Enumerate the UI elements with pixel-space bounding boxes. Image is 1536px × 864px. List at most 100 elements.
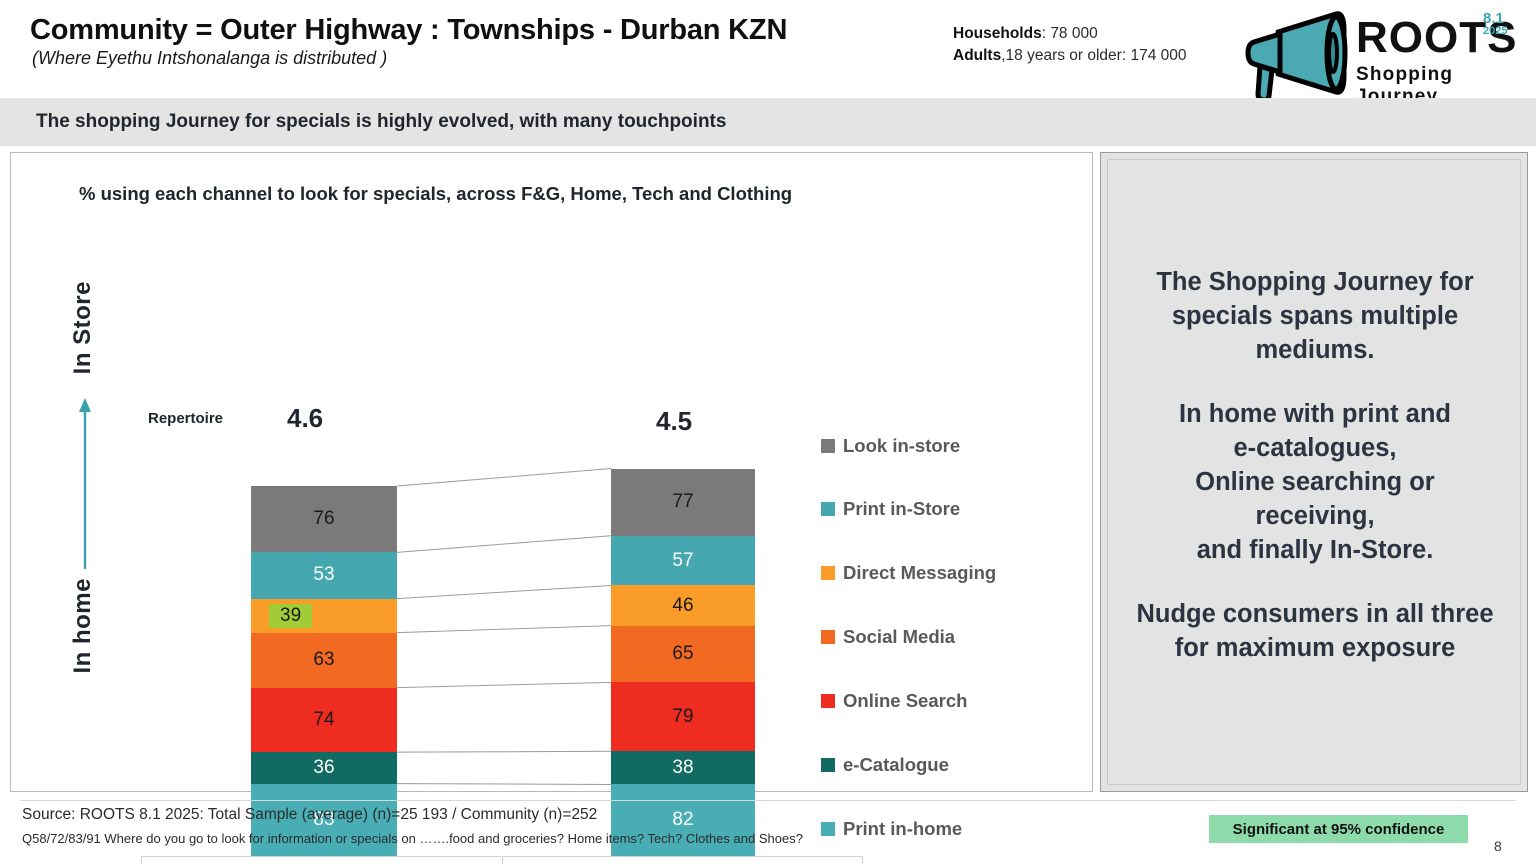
insight-panel-border: [1107, 159, 1521, 785]
stacked-bar-community[interactable]: 76 53 39 63 74 36 83: [251, 486, 397, 856]
legend-label: Online Search: [843, 690, 968, 711]
page-title: Community = Outer Highway : Townships - …: [30, 14, 788, 46]
households-value: : 78 000: [1041, 25, 1098, 42]
roots-logo: ROOTS 8.1 2025 Shopping Journey: [1238, 4, 1518, 107]
headline-band: [0, 98, 1536, 146]
bar-segment-value: 65: [672, 642, 694, 664]
axis-baseline-right: [503, 856, 863, 857]
connector-lines: [396, 468, 612, 785]
insight-para-3-line-1: Nudge consumers in all three: [1136, 600, 1494, 628]
logo-version-number: 8.1: [1483, 10, 1504, 27]
bar-segment[interactable]: 65: [611, 625, 755, 683]
footer-question: Q58/72/83/91 Where do you go to look for…: [22, 831, 803, 846]
households-stat: Households: 78 000: [953, 23, 1186, 45]
axis-baseline-left: [141, 856, 501, 857]
bar-segment-value: 53: [313, 564, 335, 586]
bar-segment[interactable]: 83: [251, 783, 397, 856]
legend-label: Look in-store: [843, 435, 961, 456]
insight-panel: The Shopping Journey for specials spans …: [1100, 152, 1528, 792]
bar-segment-value: 36: [313, 756, 335, 778]
chart-panel: % using each channel to look for special…: [10, 152, 1094, 864]
legend-swatch-icon: [821, 566, 835, 580]
footer-divider: [20, 800, 1516, 801]
legend-item[interactable]: Online Search: [821, 690, 967, 712]
page-number: 8: [1494, 838, 1502, 854]
bar-segment[interactable]: 79: [611, 682, 755, 752]
headline-text: The shopping Journey for specials is hig…: [36, 111, 727, 132]
legend-swatch-icon: [821, 822, 835, 836]
bar-segment-value: 63: [313, 649, 335, 671]
up-arrow-icon: [79, 398, 91, 569]
bar-segment-value: 74: [313, 708, 335, 730]
bar-segment-value: 76: [313, 508, 335, 530]
insight-para-2-line-1: In home with print and: [1179, 400, 1451, 428]
footer-source: Source: ROOTS 8.1 2025: Total Sample (av…: [22, 806, 598, 823]
bar-segment[interactable]: 38: [611, 751, 755, 785]
bar-segment[interactable]: 46: [611, 585, 755, 626]
bar-segment-value: 83: [313, 808, 335, 830]
axis-tick-mid: [502, 856, 503, 864]
legend-swatch-icon: [821, 758, 835, 772]
bar-segment[interactable]: 76: [251, 486, 397, 553]
legend-label: e-Catalogue: [843, 754, 949, 775]
legend-item[interactable]: Print in-home: [821, 818, 962, 840]
bar-segment[interactable]: 63: [251, 632, 397, 688]
logo-wordmark: ROOTS: [1356, 13, 1518, 62]
insight-para-2-line-2: e-catalogues,: [1233, 434, 1397, 462]
bar-segment[interactable]: 53: [251, 552, 397, 599]
legend-swatch-icon: [821, 694, 835, 708]
logo-version: 8.1 2025: [1483, 10, 1508, 38]
bar-segment-value: 38: [672, 756, 694, 778]
bar-segment[interactable]: 74: [251, 687, 397, 753]
adults-label: Adults: [953, 47, 1002, 64]
adults-stat: Adults,18 years or older: 174 000: [953, 45, 1186, 67]
bar-segment[interactable]: 36: [251, 752, 397, 784]
legend-label: Print in-home: [843, 818, 963, 839]
insight-para-2-line-3: Online searching or: [1195, 468, 1435, 496]
insight-text: The Shopping Journey for specials spans …: [1119, 265, 1511, 665]
repertoire-label: Repertoire: [148, 410, 224, 427]
legend-swatch-icon: [821, 502, 835, 516]
plot-area: 76 53 39 63 74 36 83 77 57 46 65 79 38 82: [11, 153, 1094, 856]
logo-year: 2025: [1483, 25, 1508, 37]
bar-segment-value: 79: [672, 705, 694, 727]
legend-item[interactable]: Look in-store: [821, 435, 960, 457]
legend-item[interactable]: Print in-Store: [821, 498, 960, 520]
bar-segment-value: 46: [672, 594, 694, 616]
chart-title: % using each channel to look for special…: [79, 183, 793, 204]
axis-tick-right: [862, 856, 863, 864]
insight-para-1: The Shopping Journey for specials spans …: [1156, 268, 1474, 364]
legend-swatch-icon: [821, 630, 835, 644]
adults-value: ,18 years or older: 174 000: [1001, 47, 1187, 64]
bar-segment-value: 82: [672, 809, 694, 831]
legend-label: Direct Messaging: [843, 562, 997, 583]
megaphone-icon: [1245, 11, 1348, 102]
bar-segment[interactable]: 77: [611, 468, 755, 536]
insight-spacer-2: [1119, 567, 1511, 597]
bar-segment-value: 57: [672, 549, 694, 571]
legend-label: Print in-Store: [843, 498, 961, 519]
bar-segment[interactable]: 39: [251, 598, 397, 633]
bar-segment-value-highlighted: 39: [269, 603, 313, 628]
insight-para-2-line-5: and finally In-Store.: [1196, 536, 1434, 564]
legend-swatch-icon: [821, 439, 835, 453]
repertoire-value-total: 4.5: [656, 406, 693, 436]
legend-item[interactable]: Social Media: [821, 626, 955, 648]
households-label: Households: [953, 25, 1042, 42]
legend-item[interactable]: Direct Messaging: [821, 562, 996, 584]
insight-para-2-line-4: receiving,: [1255, 502, 1375, 530]
header-stats: Households: 78 000 Adults,18 years or ol…: [953, 23, 1186, 67]
repertoire-value-community: 4.6: [287, 403, 324, 433]
legend-item[interactable]: e-Catalogue: [821, 754, 949, 776]
page-subtitle: (Where Eyethu Intshonalanga is distribut…: [32, 48, 388, 68]
insight-spacer-1: [1119, 367, 1511, 397]
bar-segment[interactable]: 82: [611, 784, 755, 856]
bar-segment[interactable]: 57: [611, 535, 755, 586]
status-badge: Significant at 95% confidence: [1209, 815, 1468, 843]
stacked-bar-total-sample[interactable]: 77 57 46 65 79 38 82: [611, 468, 755, 856]
insight-para-3-line-2: for maximum exposure: [1174, 634, 1456, 662]
legend-label: Social Media: [843, 626, 956, 647]
bar-segment-value: 77: [672, 491, 694, 513]
axis-tick-left: [141, 856, 142, 864]
